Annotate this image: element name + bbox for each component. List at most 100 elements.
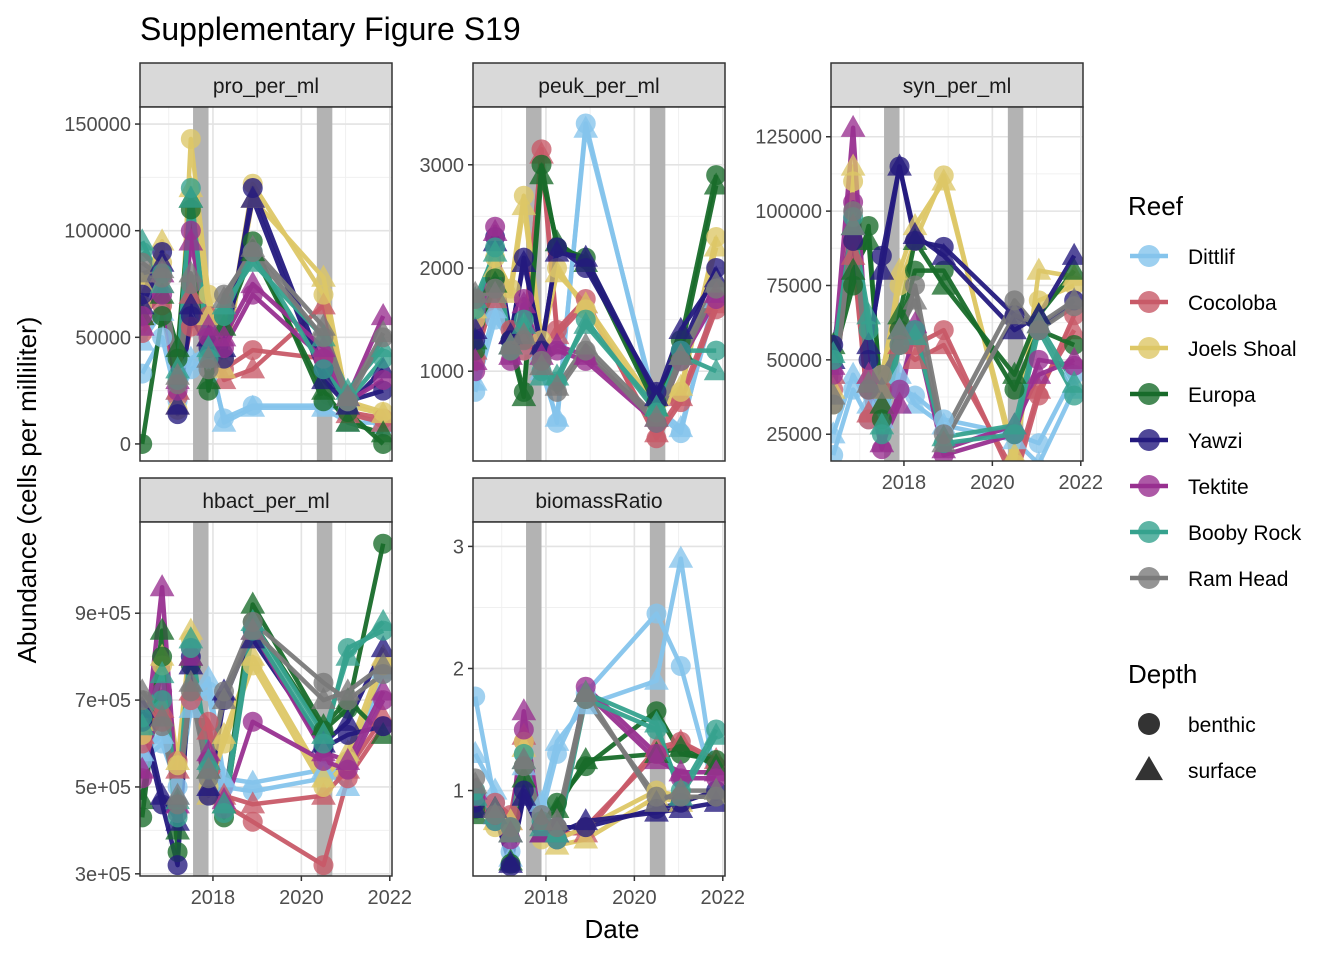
data-point-booby-rock-surface [370,608,392,632]
data-point-cocoloba-surface [1061,317,1083,340]
data-point-cocoloba-surface [840,242,866,265]
facet-strip [472,62,726,108]
data-point-europa-benthic [933,260,954,281]
data-point-booby-rock-benthic [152,690,173,711]
data-point-joels-shoal-surface [840,153,866,176]
data-point-ram-head-surface [482,280,508,303]
facet-strip-label: peuk_per_ml [538,75,659,98]
data-point-ram-head-surface [511,322,537,345]
y-tick-label: 100000 [64,221,131,243]
legend-depth-title: Depth [1128,659,1197,689]
data-point-dittlif-surface [668,414,694,438]
data-point-europa-surface [529,162,554,185]
legend-label: benthic [1188,714,1256,737]
data-point-europa-benthic [1064,334,1083,355]
panel-border [472,521,726,877]
data-point-booby-rock-surface [703,358,725,381]
data-point-tektite-surface [211,324,237,347]
data-point-joels-shoal-surface [668,373,694,396]
data-point-booby-rock-surface [482,239,508,262]
y-tick-label: 50000 [766,350,822,372]
data-point-tektite-surface [511,698,537,721]
data-point-joels-shoal-surface [165,747,190,770]
legend-label: Europa [1188,384,1256,407]
data-point-booby-rock-surface [902,323,928,346]
data-point-ram-head-surface [211,687,237,710]
data-point-joels-shoal-surface [573,291,599,314]
data-point-ram-head-surface [840,212,866,236]
data-point-dittlif-benthic [831,445,844,461]
data-point-dittlif-surface [482,777,508,800]
data-point-ram-head-surface [149,256,175,279]
legend-key-circle [1138,713,1160,735]
legend-label: Ram Head [1188,568,1288,591]
data-point-joels-shoal-benthic [1028,290,1049,311]
data-point-europa-surface [165,334,190,358]
data-point-yawzi-surface [1002,317,1027,340]
data-point-ram-head-surface [856,370,881,393]
data-point-booby-rock-surface [211,791,237,814]
facet-strip-label: syn_per_ml [903,75,1012,98]
data-point-yawzi-benthic [167,855,188,876]
data-point-europa-surface [931,272,957,295]
data-point-ram-head-surface [311,687,336,710]
data-point-joels-shoal-surface [370,401,392,424]
figure-title: Supplementary Figure S19 [140,11,521,47]
data-point-booby-rock-benthic [313,359,334,380]
data-point-tektite-benthic [889,379,910,400]
data-point-europa-surface [511,765,537,788]
data-point-joels-shoal-benthic [313,284,334,305]
facet-strip-label: pro_per_ml [213,75,319,98]
data-point-ram-head-surface [931,430,957,453]
data-point-yawzi-surface [165,392,190,415]
data-point-joels-shoal-surface [544,260,570,283]
data-point-ram-head-surface [1026,311,1052,334]
data-point-tektite-benthic [242,711,263,732]
data-point-ram-head-surface [1061,287,1083,310]
x-tick-label: 2022 [701,887,746,909]
data-point-ram-head-benthic [313,672,334,693]
data-point-europa-benthic [152,305,173,326]
data-point-ram-head-surface [178,260,204,283]
plot-content [140,107,392,461]
facet-strip [139,62,393,108]
legend-label: surface [1188,760,1257,783]
data-point-ram-head-surface [544,373,570,396]
data-point-joels-shoal-surface [511,193,537,216]
y-tick-label: 3e+05 [75,864,131,886]
data-point-joels-shoal-surface [931,168,957,191]
data-point-ram-head-surface [482,795,508,818]
data-point-dittlif-surface [544,404,570,427]
legend-label: Dittlif [1188,246,1235,269]
data-point-booby-rock-surface [573,311,599,334]
data-point-booby-rock-surface [869,412,895,435]
data-point-tektite-surface [482,218,508,241]
shaded-period [649,522,666,876]
data-point-dittlif-benthic [473,686,486,707]
facet-panel-peuk_per_ml: peuk_per_ml 1000 2000 3000 [420,62,726,462]
data-point-dittlif-surface [211,409,237,432]
data-point-europa-surface [573,747,599,770]
legend-item-dittlif: Dittlif [1130,245,1235,269]
plot-content [473,522,725,876]
data-point-tektite-surface [544,332,570,355]
data-point-yawzi-surface [178,292,204,315]
data-point-dittlif-surface [831,421,846,444]
legend-item-yawzi: Yawzi [1130,429,1242,453]
panel-border [472,106,726,462]
data-point-ram-head-surface [573,332,599,355]
x-tick-label: 2018 [882,472,927,494]
data-point-tektite-surface [149,574,175,597]
data-point-yawzi-surface [856,331,881,355]
data-point-ram-head-surface [211,285,237,309]
data-point-ram-head-surface [668,777,694,800]
data-point-ram-head-surface [498,820,523,843]
data-point-ram-head-surface [644,404,669,427]
legend-item-cocoloba: Cocoloba [1130,291,1277,315]
data-point-yawzi-surface [902,221,928,245]
facet-panel-biomassRatio: biomassRatio 1 2 3 2018 2020 2022 [453,477,746,909]
y-tick-label: 0 [120,434,131,456]
data-point-booby-rock-benthic [706,340,725,361]
data-point-europa-benthic [843,275,864,296]
